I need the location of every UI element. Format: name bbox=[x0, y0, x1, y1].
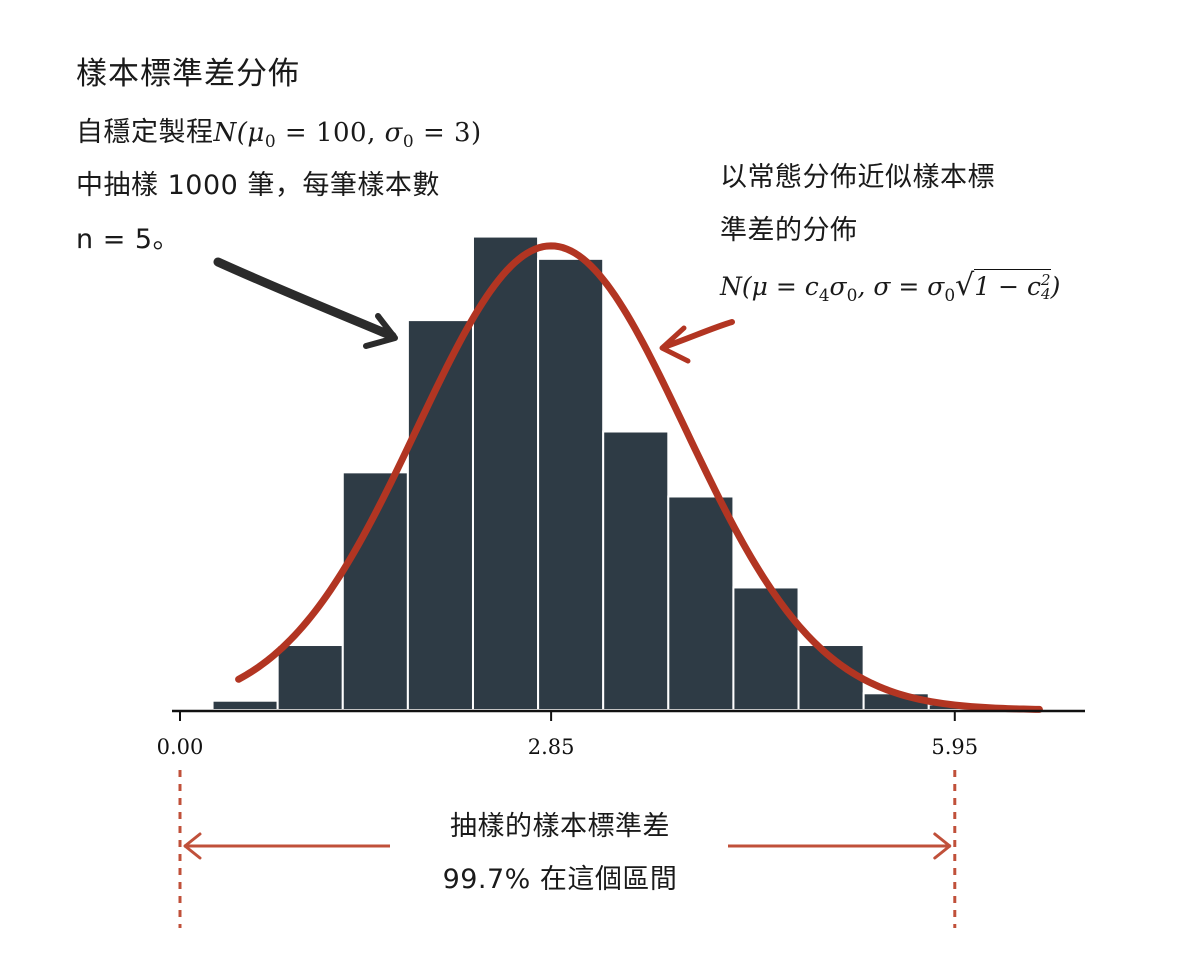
right-arrow-shaft bbox=[661, 319, 735, 350]
formula-sigma-sub: 0 bbox=[402, 132, 415, 152]
x-tick-label: 5.95 bbox=[931, 735, 978, 759]
formula-part2: σ bbox=[829, 272, 847, 301]
histogram-bar bbox=[537, 257, 605, 711]
left-arrow-head bbox=[363, 313, 398, 349]
interval-markers bbox=[178, 770, 957, 928]
formula-part1: N(μ = c bbox=[720, 272, 819, 301]
sqrt-sign: √ bbox=[955, 268, 975, 303]
formula-sigma-eq: = 3) bbox=[414, 118, 482, 148]
right-arrow-head bbox=[659, 325, 691, 364]
right-annotation-line1: 以常態分佈近似樣本標 bbox=[720, 162, 995, 193]
histogram-bar bbox=[667, 495, 735, 711]
left-annotation-line1-text: 自穩定製程 bbox=[76, 117, 214, 148]
formula-sigma: σ bbox=[384, 118, 403, 148]
formula-part1-sub: 4 bbox=[818, 286, 830, 306]
left-annotation-line2: 中抽樣 1000 筆，每筆樣本數 bbox=[76, 170, 440, 201]
formula-part3: , σ = σ bbox=[857, 272, 945, 301]
histogram-bars bbox=[211, 235, 1054, 712]
normal-curve bbox=[235, 242, 1043, 713]
histogram-bar bbox=[602, 430, 670, 711]
formula-n: N bbox=[213, 118, 237, 148]
sqrt-sub: 4 bbox=[1041, 285, 1051, 303]
interval-label-line2: 99.7% 在這個區間 bbox=[442, 864, 678, 895]
right-annotation-formula: N(μ = c4σ0, σ = σ0√1 − c 2 4) bbox=[720, 268, 1060, 306]
formula-mu: μ bbox=[247, 118, 265, 148]
left-arrow-shaft bbox=[213, 257, 397, 341]
histogram-bar bbox=[276, 644, 344, 711]
formula-part2-sub: 0 bbox=[846, 286, 858, 306]
formula-part3-sub: 0 bbox=[944, 286, 956, 306]
left-arrow-annotation bbox=[213, 257, 398, 349]
left-annotation-line3: n = 5。 bbox=[76, 224, 181, 255]
sqrt-sup: 2 bbox=[1041, 271, 1051, 289]
left-annotation-formula: N(μ0 = 100, σ0 = 3) bbox=[213, 118, 482, 152]
formula-mu-eq: = 100, bbox=[276, 118, 385, 148]
x-tick-label: 0.00 bbox=[157, 735, 204, 759]
left-annotation-line1: 自穩定製程N(μ0 = 100, σ0 = 3) bbox=[76, 110, 482, 152]
x-tick-label: 2.85 bbox=[528, 735, 575, 759]
histogram-bar bbox=[732, 586, 800, 712]
formula-close: ) bbox=[1050, 272, 1061, 301]
interval-right-arrowhead bbox=[933, 832, 952, 860]
sqrt-text: 1 − c bbox=[974, 272, 1042, 301]
right-arrow-annotation bbox=[659, 319, 735, 364]
formula-mu-sub: 0 bbox=[264, 132, 277, 152]
interval-label-line1: 抽樣的樣本標準差 bbox=[450, 811, 670, 842]
x-ticks: 0.00 2.85 5.95 bbox=[157, 711, 978, 759]
interval-left-arrowhead bbox=[183, 832, 202, 860]
chart-title: 樣本標準差分佈 bbox=[76, 56, 300, 92]
right-annotation-line2: 準差的分佈 bbox=[720, 215, 858, 246]
histogram-bar bbox=[211, 699, 279, 711]
histogram-bar bbox=[471, 235, 540, 711]
